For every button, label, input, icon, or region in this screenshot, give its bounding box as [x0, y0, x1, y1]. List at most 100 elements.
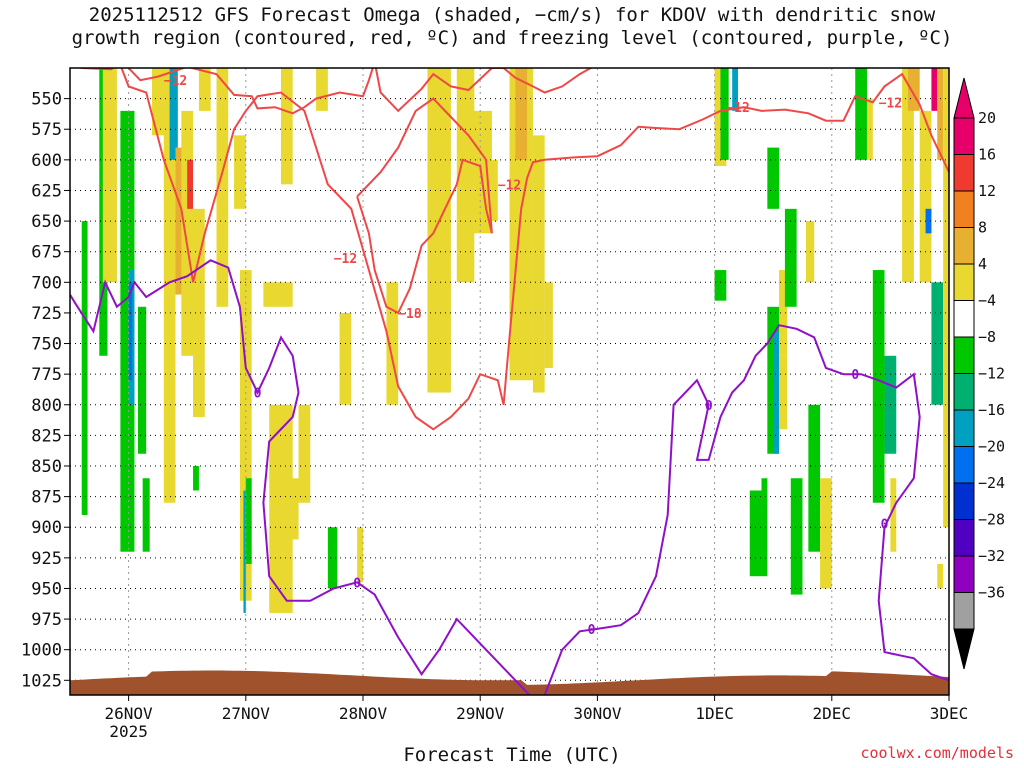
omega-shade-0: [81, 221, 88, 515]
omega-shade-62: [907, 68, 920, 111]
colorbar-label-5: −4: [978, 292, 996, 310]
colorbar-swatch-4: [953, 263, 975, 301]
omega-shade-69: [937, 563, 944, 589]
contour-layer: −12 −12 −12 −18 −12 −12 0 0 0 0 0 0: [70, 68, 949, 695]
y-tick-label-4: 650: [31, 212, 62, 232]
colorbar-top-arrow: [953, 77, 975, 119]
red-contour-label-5: −12: [879, 96, 902, 111]
omega-shade-27: [316, 68, 328, 111]
x-tick-label-0: 26NOV: [105, 704, 154, 723]
x-tick-label-1: 27NOV: [222, 704, 271, 723]
omega-shade-12: [181, 110, 194, 356]
omega-shade-39: [544, 282, 553, 369]
x-tick-label-6: 2DEC: [813, 704, 852, 723]
omega-shade-50: [779, 355, 788, 430]
omega-shade-61: [902, 68, 914, 283]
omega-shade-6: [137, 306, 147, 454]
colorbar-swatch-10: [953, 482, 975, 520]
red-contour-label-3: −18: [398, 307, 422, 322]
y-tick-label-5: 675: [31, 243, 62, 263]
omega-shade-49: [779, 270, 788, 356]
omega-shade-32: [427, 68, 451, 393]
red-contour-label-2: −12: [498, 178, 521, 193]
x-tick-label-7: 3DEC: [930, 704, 969, 723]
y-tick-label-2: 600: [31, 151, 62, 171]
omega-shade-54: [808, 404, 821, 552]
colorbar-swatch-9: [953, 446, 975, 484]
red-contour-minus18: [356, 97, 493, 315]
colorbar-swatch-8: [953, 409, 975, 447]
colorbar-label-11: −28: [978, 511, 1005, 529]
colorbar-legend: 20 16 12 8 4 −4 −8 −12 −16 −20 −24 −28 −32 −36: [953, 77, 1005, 670]
omega-shade-65: [931, 68, 938, 111]
omega-shade-13: [187, 159, 194, 209]
y-tick-label-17: 975: [31, 610, 62, 630]
omega-shade-64: [925, 208, 932, 234]
x-tick-label-2: 28NOV: [339, 704, 388, 723]
x-tick-label-3: 29NOV: [456, 704, 505, 723]
omega-shade-10: [169, 68, 178, 160]
colorbar-label-9: −20: [978, 438, 1005, 456]
colorbar-label-3: 8: [978, 219, 987, 237]
colorbar-label-2: 12: [978, 182, 996, 200]
colorbar-label-7: −12: [978, 365, 1005, 383]
x-axis: 26NOV 27NOV 28NOV 29NOV 30NOV 1DEC 2DEC 3DEC 202…: [105, 695, 969, 741]
y-axis: 550 575 600 625 650 675 700 725 750 775 800 825 850 8…: [21, 90, 70, 691]
omega-shade-60: [890, 478, 897, 552]
omega-shade-55: [820, 478, 832, 589]
omega-shade-7: [142, 478, 150, 552]
colorbar-swatch-5: [953, 300, 975, 338]
grid-lines: [70, 68, 950, 695]
purple-contour-label-4: 0: [851, 368, 859, 383]
y-tick-label-6: 700: [31, 273, 62, 293]
y-tick-label-19: 1025: [21, 671, 62, 691]
red-contour-label-0: −12: [164, 74, 187, 89]
y-tick-label-16: 950: [31, 579, 62, 599]
omega-shade-56: [855, 68, 867, 160]
purple-contour-label-3: 0: [705, 399, 713, 414]
y-tick-label-7: 725: [31, 304, 62, 324]
omega-shade-58: [872, 270, 885, 503]
omega-shade-46: [767, 147, 780, 209]
omega-shade-52: [790, 478, 803, 595]
omega-shade-20: [243, 490, 246, 613]
colorbar-label-1: 16: [978, 146, 996, 164]
x-tick-label-4: 30NOV: [573, 704, 622, 723]
omega-shade-17: [216, 68, 229, 307]
colorbar-swatch-6: [953, 336, 975, 374]
terrain-area: [70, 670, 949, 695]
omega-shade-26: [298, 404, 311, 503]
omega-shade-21: [245, 478, 252, 564]
source-watermark: coolwx.com/models: [860, 744, 1014, 762]
omega-shade-43: [732, 68, 739, 111]
omega-shade-2: [102, 68, 117, 283]
omega-shade-28: [327, 527, 338, 589]
omega-shade-68: [943, 68, 949, 528]
omega-shade-66: [937, 68, 944, 160]
colorbar-label-4: 4: [978, 255, 987, 273]
omega-shade-24: [280, 68, 293, 185]
omega-shade-30: [357, 527, 363, 583]
colorbar-swatch-11: [953, 519, 975, 557]
omega-shade-15: [193, 465, 199, 491]
y-tick-label-13: 875: [31, 488, 62, 508]
red-contour-label-4: −12: [726, 101, 749, 116]
omega-shade-48: [773, 331, 780, 454]
y-tick-label-12: 850: [31, 457, 62, 477]
plot-frame: [69, 67, 950, 696]
red-contour-label-1: −12: [334, 252, 357, 267]
omega-shade-42: [720, 68, 729, 160]
purple-contour-label-5: 0: [881, 518, 889, 533]
omega-shade-67: [931, 282, 944, 405]
red-contour-minus12-a: [78, 68, 593, 115]
omega-shade-22: [263, 282, 293, 307]
colorbar-label-0: 20: [978, 109, 996, 127]
omega-shade-25: [286, 478, 299, 540]
omega-shading-layer: [81, 68, 949, 613]
omega-shade-38: [532, 135, 545, 393]
purple-contour-0-b: [543, 324, 949, 695]
purple-contour-label-1: 0: [353, 576, 361, 591]
purple-contour-0-a: [70, 259, 531, 695]
terrain-fill: [70, 670, 949, 695]
y-tick-label-1: 575: [31, 120, 62, 140]
